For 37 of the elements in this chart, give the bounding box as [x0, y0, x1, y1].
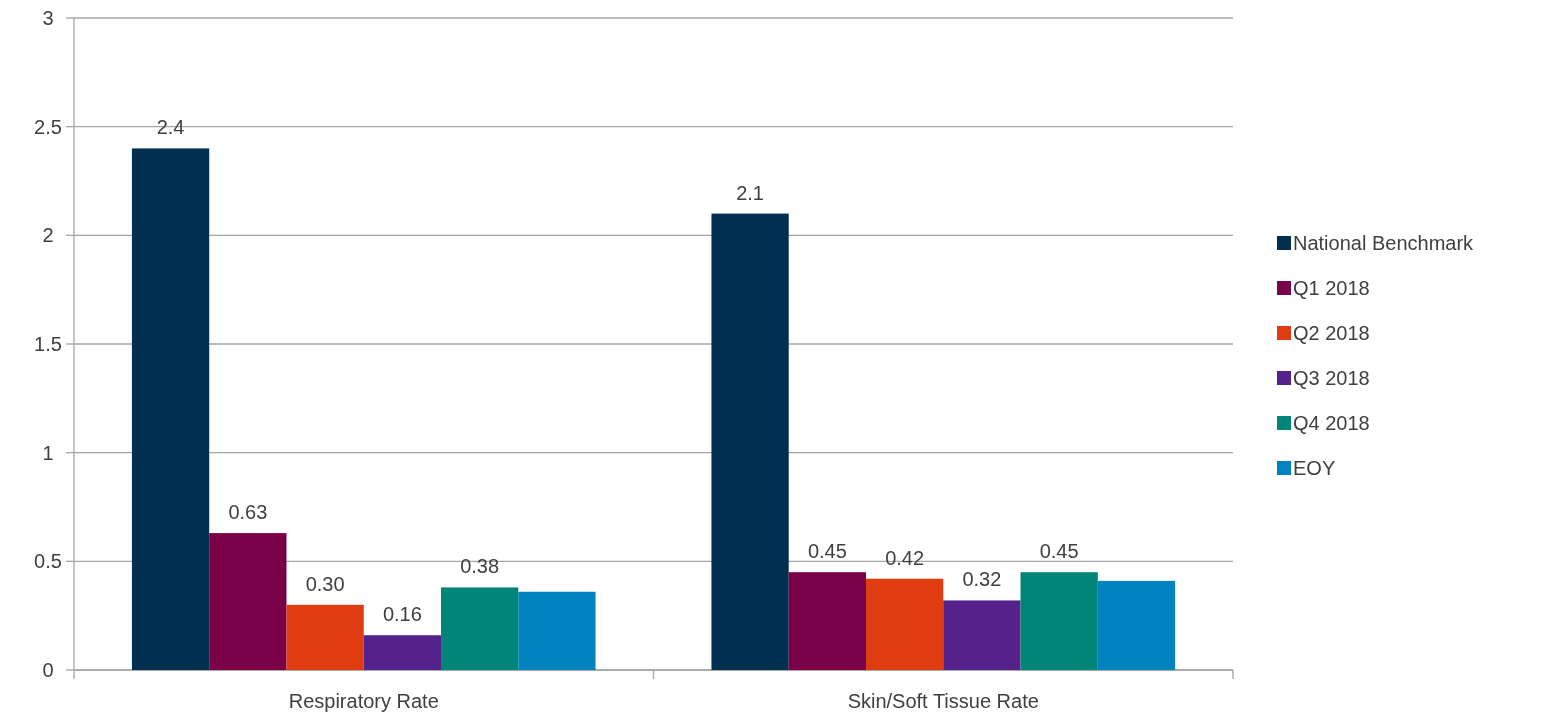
- bar: [209, 533, 287, 670]
- data-label: 0.45: [807, 540, 847, 563]
- y-tick-label: 1.5: [34, 333, 62, 355]
- y-tick-label: 2: [42, 224, 54, 247]
- bar: [943, 600, 1021, 670]
- bar: [441, 587, 519, 670]
- legend-label: Q2 2018: [1293, 322, 1370, 344]
- bar: [1020, 572, 1098, 670]
- legend-label: Q4 2018: [1293, 412, 1370, 434]
- bar: [131, 148, 210, 670]
- legend-label: Q1 2018: [1293, 277, 1370, 299]
- legend-label: Q3 2018: [1293, 367, 1370, 389]
- y-tick-label: 1: [42, 441, 54, 464]
- data-label: 0.38: [460, 555, 500, 578]
- bar: [1097, 580, 1176, 670]
- data-label: 0.32: [962, 568, 1002, 591]
- bar: [788, 572, 866, 670]
- data-label: 2.4: [156, 116, 185, 139]
- y-tick-label: 2.5: [34, 115, 62, 138]
- data-label: 0.30: [305, 572, 345, 595]
- data-label: 2.1: [736, 181, 764, 204]
- legend-label: National Benchmark: [1293, 232, 1475, 254]
- bar: [711, 213, 789, 670]
- y-tick-label: 0.5: [34, 550, 62, 573]
- legend-label: EOY: [1293, 457, 1336, 479]
- data-label: 0.63: [228, 501, 268, 524]
- data-label: 0.16: [382, 603, 422, 626]
- data-label: 0.45: [1039, 540, 1079, 563]
- bar: [286, 604, 364, 670]
- bar: [865, 578, 944, 670]
- x-tick-label: Skin/Soft Tissue Rate: [847, 690, 1039, 712]
- bar: [363, 635, 442, 670]
- y-tick-label: 3: [42, 7, 54, 29]
- data-label: 0.42: [885, 546, 925, 569]
- bar: [518, 591, 596, 670]
- x-tick-label: Respiratory Rate: [288, 690, 439, 712]
- y-tick-label: 0: [42, 659, 54, 681]
